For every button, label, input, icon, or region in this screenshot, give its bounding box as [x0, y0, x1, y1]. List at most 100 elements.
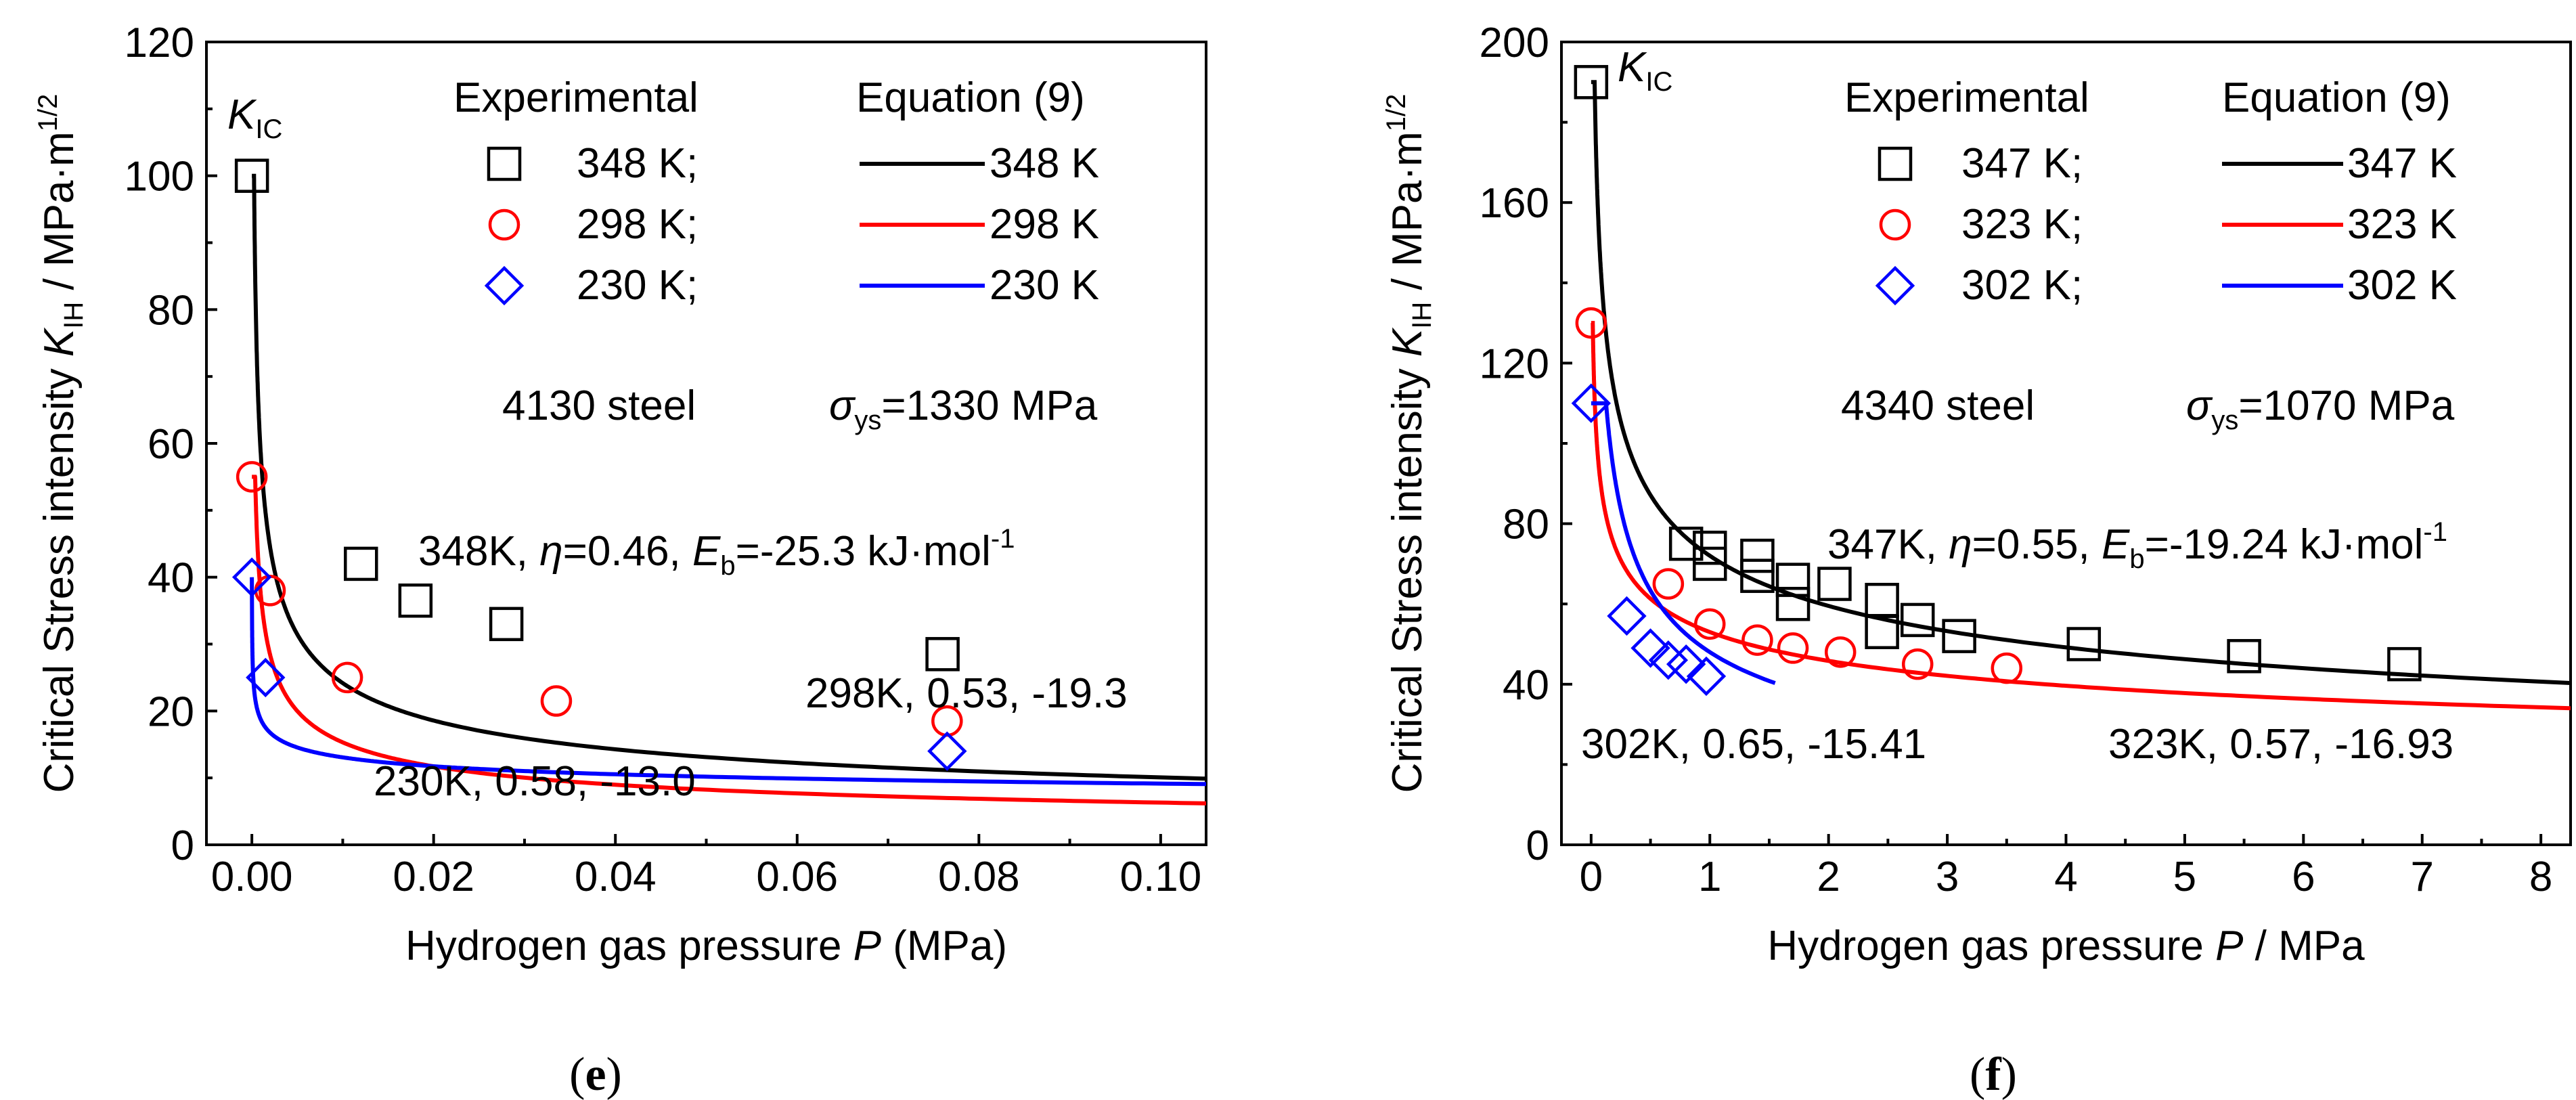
- data-point-347K: [1865, 615, 1899, 649]
- data-point-347K: [1817, 567, 1852, 601]
- data-point-348K: [925, 637, 960, 672]
- y-tick-label: 80: [1503, 502, 1549, 548]
- y-tick-label: 20: [148, 688, 194, 735]
- x-tick-label: 0.06: [756, 854, 838, 900]
- data-point-302K: [1607, 596, 1647, 636]
- y-tick-label: 120: [125, 20, 194, 66]
- data-point-348K: [344, 546, 378, 581]
- series-curve-302K: [1591, 401, 1776, 685]
- x-tick-label: 0.02: [393, 854, 474, 900]
- y-axis-label: Critical Stress intensity KIH / MPa·m1/2: [1381, 94, 1437, 793]
- x-axis-label: Hydrogen gas pressure P / MPa: [1767, 923, 2365, 969]
- x-tick-label: 5: [2173, 854, 2196, 900]
- data-point-347K: [2066, 627, 2102, 661]
- data-point-302K: [1630, 628, 1670, 668]
- y-tick-label: 80: [148, 287, 194, 334]
- data-point-323K: [1777, 632, 1809, 664]
- annotation: 302K, 0.65, -15.41: [1581, 721, 1926, 768]
- x-tick-label: 2: [1817, 854, 1840, 900]
- data-point-298K: [331, 661, 363, 694]
- legend-exp-label: 348 K;: [577, 140, 698, 187]
- legend-marker: [1879, 208, 1911, 241]
- data-point-323K: [1741, 624, 1773, 656]
- data-point-348K: [489, 607, 524, 642]
- legend-exp-label: 230 K;: [577, 262, 698, 309]
- data-point-347K: [1574, 65, 1609, 100]
- panel-caption: (e): [569, 1049, 622, 1100]
- data-point-348K: [398, 584, 433, 618]
- legend-marker: [1878, 146, 1913, 181]
- legend-marker: [1875, 265, 1915, 306]
- annotation: 298K, 0.53, -19.3: [805, 670, 1128, 717]
- y-tick-label: 40: [148, 555, 194, 602]
- x-tick-label: 4: [2054, 854, 2077, 900]
- legend-eq-label: 348 K: [990, 140, 1099, 187]
- data-point-347K: [1693, 546, 1727, 581]
- yield-stress-label: σys=1330 MPa: [829, 382, 1098, 435]
- y-tick-label: 200: [1480, 20, 1549, 66]
- y-tick-label: 120: [1480, 340, 1549, 387]
- data-point-347K: [1668, 527, 1704, 561]
- data-point-347K: [1740, 538, 1775, 573]
- data-point-230K: [231, 557, 272, 597]
- legend-equation-title: Equation (9): [856, 74, 1085, 121]
- series-curve-230K: [250, 577, 1206, 787]
- data-point-230K: [246, 657, 286, 698]
- legend-eq-label: 347 K: [2347, 140, 2457, 187]
- x-tick-label: 0.00: [211, 854, 293, 900]
- data-point-298K: [236, 461, 268, 493]
- annotation: 347K, η=0.55, Eb=-19.24 kJ·mol-1: [1827, 517, 2447, 574]
- data-point-323K: [1991, 652, 2023, 684]
- legend-exp-label: 302 K;: [1961, 262, 2083, 309]
- x-tick-label: 0.08: [938, 854, 1020, 900]
- data-point-347K: [1865, 583, 1899, 617]
- series-curve-348K: [252, 173, 1206, 781]
- legend-eq-label: 302 K: [2347, 262, 2457, 309]
- kic-label: KIC: [1618, 44, 1672, 97]
- legend-exp-label: 323 K;: [1961, 201, 2083, 248]
- yield-stress-label: σys=1070 MPa: [2186, 382, 2455, 435]
- data-point-347K: [2227, 639, 2261, 674]
- data-point-323K: [1575, 307, 1607, 339]
- y-tick-label: 0: [1526, 822, 1549, 869]
- x-tick-label: 6: [2292, 854, 2315, 900]
- legend-marker: [484, 265, 525, 306]
- material-label: 4130 steel: [502, 382, 696, 429]
- x-tick-label: 7: [2410, 854, 2433, 900]
- x-tick-label: 0.10: [1120, 854, 1202, 900]
- data-point-230K: [927, 731, 967, 771]
- legend-experimental-title: Experimental: [453, 74, 698, 121]
- data-point-323K: [1824, 636, 1857, 668]
- legend-marker: [488, 208, 520, 241]
- annotation: 348K, η=0.46, Eb=-25.3 kJ·mol-1: [418, 524, 1015, 581]
- legend-exp-label: 347 K;: [1961, 140, 2083, 187]
- x-tick-label: 8: [2529, 854, 2552, 900]
- series-curve-298K: [252, 475, 1206, 806]
- data-point-302K: [1666, 644, 1706, 684]
- data-point-347K: [1775, 586, 1811, 621]
- legend-eq-label: 230 K: [990, 262, 1099, 309]
- chart-panel-e: 0.00 0.02 0.04 0.06 0.08 0.10 0 20 40 60 80 100 120 C…: [33, 20, 1207, 1100]
- y-tick-label: 60: [148, 421, 194, 468]
- legend-marker: [487, 146, 522, 181]
- legend-eq-label: 298 K: [990, 201, 1099, 248]
- x-tick-label: 0: [1580, 854, 1603, 900]
- y-tick-label: 160: [1480, 180, 1549, 227]
- legend-equation-title: Equation (9): [2222, 74, 2451, 121]
- legend-eq-label: 323 K: [2347, 201, 2457, 248]
- y-tick-label: 100: [125, 154, 194, 200]
- data-point-302K: [1686, 656, 1727, 697]
- data-point-347K: [1942, 619, 1976, 653]
- data-point-323K: [1901, 648, 1934, 680]
- x-axis-label: Hydrogen gas pressure P (MPa): [405, 923, 1007, 969]
- series-curve-347K: [1591, 80, 2571, 685]
- data-point-348K: [234, 158, 269, 193]
- annotation: 230K, 0.58, -13.0: [374, 758, 696, 805]
- material-label: 4340 steel: [1841, 382, 2035, 429]
- x-tick-label: 0.04: [575, 854, 657, 900]
- data-point-347K: [2387, 646, 2422, 682]
- y-tick-label: 40: [1503, 662, 1549, 709]
- legend-exp-label: 298 K;: [577, 201, 698, 248]
